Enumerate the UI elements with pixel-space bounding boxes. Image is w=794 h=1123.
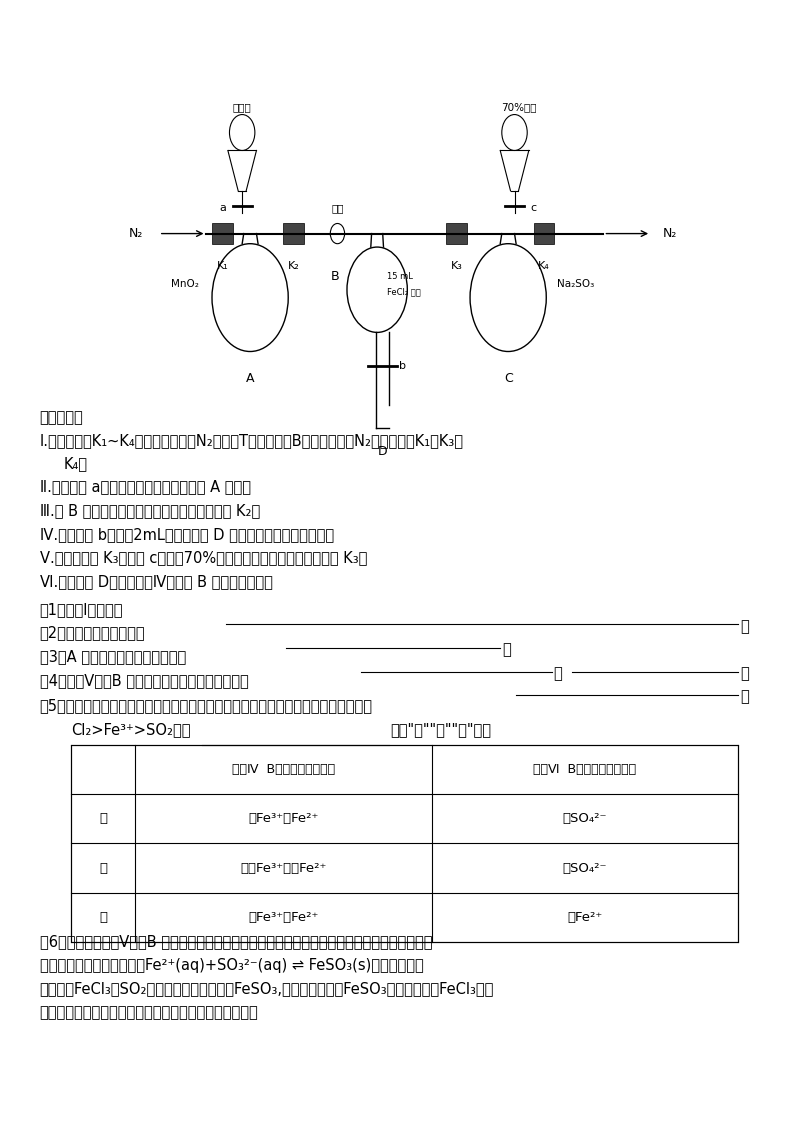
Text: Ⅱ.打开活塞 a，滴加一定量的浓盐酸，给 A 加热。: Ⅱ.打开活塞 a，滴加一定量的浓盐酸，给 A 加热。 bbox=[40, 480, 251, 494]
Text: K₁: K₁ bbox=[217, 261, 228, 271]
Text: 有Fe²⁺: 有Fe²⁺ bbox=[568, 911, 603, 924]
Text: 色）的混合色。某同学设计如下实验，证实该假设成立：: 色）的混合色。某同学设计如下实验，证实该假设成立： bbox=[40, 1005, 259, 1020]
Bar bbox=[534, 223, 554, 244]
Text: （2）棉花中浸渔的溶液为: （2）棉花中浸渔的溶液为 bbox=[40, 626, 145, 640]
Text: 。: 。 bbox=[502, 642, 511, 657]
Text: K₄: K₄ bbox=[538, 261, 549, 271]
Text: K₃: K₃ bbox=[451, 261, 462, 271]
Text: 提出假设FeCl₃与SO₂的反应经历了中间产物FeSO₃,溶液的红棕色是FeSO₃（墨绿色）与FeCl₃（黄: 提出假设FeCl₃与SO₂的反应经历了中间产物FeSO₃,溶液的红棕色是FeSO… bbox=[40, 982, 494, 996]
Text: N₂: N₂ bbox=[129, 227, 143, 240]
Text: 有SO₄²⁻: 有SO₄²⁻ bbox=[563, 861, 607, 875]
Text: 色变为浅绿色。查阅资料：Fe²⁺(aq)+SO₃²⁻(aq) ⇌ FeSO₃(s)（墨绿色）。: 色变为浅绿色。查阅资料：Fe²⁺(aq)+SO₃²⁻(aq) ⇌ FeSO₃(s… bbox=[40, 958, 423, 973]
Text: A: A bbox=[246, 372, 254, 385]
Circle shape bbox=[502, 115, 527, 150]
Text: FeCl₂ 溶液: FeCl₂ 溶液 bbox=[387, 287, 421, 296]
Text: Ⅳ.打开活塞 b，使约2mL的溶液流入 D 试管中，检验其中的离子。: Ⅳ.打开活塞 b，使约2mL的溶液流入 D 试管中，检验其中的离子。 bbox=[40, 527, 333, 541]
Text: ，: ， bbox=[553, 666, 562, 681]
Circle shape bbox=[330, 223, 345, 244]
Bar bbox=[283, 223, 304, 244]
Text: N₂: N₂ bbox=[663, 227, 677, 240]
Circle shape bbox=[347, 247, 407, 332]
Text: 乙: 乙 bbox=[99, 861, 107, 875]
Text: 丙: 丙 bbox=[99, 911, 107, 924]
Text: K₂: K₂ bbox=[288, 261, 299, 271]
Text: B: B bbox=[330, 270, 339, 283]
Text: Ⅰ.打开弹簧夹K₁~K₄，通入一段时间N₂，再将T型导管插入B中，继续通入N₂，然后关闭K₁、K₃、: Ⅰ.打开弹簧夹K₁~K₄，通入一段时间N₂，再将T型导管插入B中，继续通入N₂，… bbox=[40, 433, 464, 448]
Text: （6）进行实验过程Ⅴ时，B 中溶液颜色由黄色逐渐变为红棕色，停止通气，放置一段时间后溶液颜: （6）进行实验过程Ⅴ时，B 中溶液颜色由黄色逐渐变为红棕色，停止通气，放置一段时… bbox=[40, 934, 432, 949]
Text: 浓盐酸: 浓盐酸 bbox=[233, 102, 252, 112]
Bar bbox=[212, 223, 233, 244]
Bar bbox=[446, 223, 467, 244]
Text: （3）A 中发生反应的化学方程式为: （3）A 中发生反应的化学方程式为 bbox=[40, 649, 186, 664]
Text: （4）过程Ⅴ中，B 溶液中发生反应的离子方程式是: （4）过程Ⅴ中，B 溶液中发生反应的离子方程式是 bbox=[40, 673, 249, 687]
Circle shape bbox=[470, 244, 546, 351]
Text: b: b bbox=[399, 362, 406, 371]
Text: 有SO₄²⁻: 有SO₄²⁻ bbox=[563, 812, 607, 825]
Text: Ⅲ.当 B 中溶液变黄时，停止加热，夹紧弹簧夹 K₂。: Ⅲ.当 B 中溶液变黄时，停止加热，夹紧弹簧夹 K₂。 bbox=[40, 503, 260, 518]
Circle shape bbox=[212, 244, 288, 351]
Bar bbox=[71, 745, 738, 942]
Circle shape bbox=[229, 115, 255, 150]
Text: 棉花: 棉花 bbox=[331, 203, 344, 213]
Text: 。: 。 bbox=[740, 690, 749, 704]
Text: （填"甲""乙""丙"）。: （填"甲""乙""丙"）。 bbox=[391, 722, 491, 737]
Text: （5）甲、乙、丙三位同学分别完成了上述实验，他们的检测结果一定能够证明氧化性: （5）甲、乙、丙三位同学分别完成了上述实验，他们的检测结果一定能够证明氧化性 bbox=[40, 699, 372, 713]
Text: 有Fe³⁺无Fe²⁺: 有Fe³⁺无Fe²⁺ bbox=[248, 911, 318, 924]
Text: c: c bbox=[530, 203, 537, 212]
Text: MnO₂: MnO₂ bbox=[171, 280, 198, 289]
Text: 过程Ⅳ  B溶液中含有的离子: 过程Ⅳ B溶液中含有的离子 bbox=[232, 763, 335, 776]
Text: 70%硫酸: 70%硫酸 bbox=[501, 102, 536, 112]
Text: （1）过程Ⅰ的目的是: （1）过程Ⅰ的目的是 bbox=[40, 602, 123, 617]
Text: Na₂SO₃: Na₂SO₃ bbox=[557, 280, 595, 289]
Text: 有Fe³⁺无Fe²⁺: 有Fe³⁺无Fe²⁺ bbox=[248, 812, 318, 825]
Text: C: C bbox=[503, 372, 513, 385]
Text: K₄。: K₄。 bbox=[64, 456, 87, 471]
Text: 15 mL: 15 mL bbox=[387, 272, 413, 281]
Text: Cl₂>Fe³⁺>SO₂的是: Cl₂>Fe³⁺>SO₂的是 bbox=[71, 722, 191, 737]
Text: 。: 。 bbox=[740, 666, 749, 681]
Text: Ⅵ.更新试管 D，重复过程Ⅳ，检验 B 溶液中的离子。: Ⅵ.更新试管 D，重复过程Ⅳ，检验 B 溶液中的离子。 bbox=[40, 574, 272, 588]
Text: 甲: 甲 bbox=[99, 812, 107, 825]
Text: 既有Fe³⁺又有Fe²⁺: 既有Fe³⁺又有Fe²⁺ bbox=[240, 861, 326, 875]
Text: D: D bbox=[378, 445, 387, 458]
Text: 过程Ⅵ  B溶液中含有的离子: 过程Ⅵ B溶液中含有的离子 bbox=[534, 763, 637, 776]
Text: a: a bbox=[219, 203, 226, 212]
Text: Ⅴ.打开弹簧夹 K₃、活塞 c，加兤70%的硫酸，一段时间后夹紧弹簧夹 K₃。: Ⅴ.打开弹簧夹 K₃、活塞 c，加兤70%的硫酸，一段时间后夹紧弹簧夹 K₃。 bbox=[40, 550, 367, 565]
Text: 实验过程：: 实验过程： bbox=[40, 410, 83, 424]
Text: 。: 。 bbox=[740, 619, 749, 633]
